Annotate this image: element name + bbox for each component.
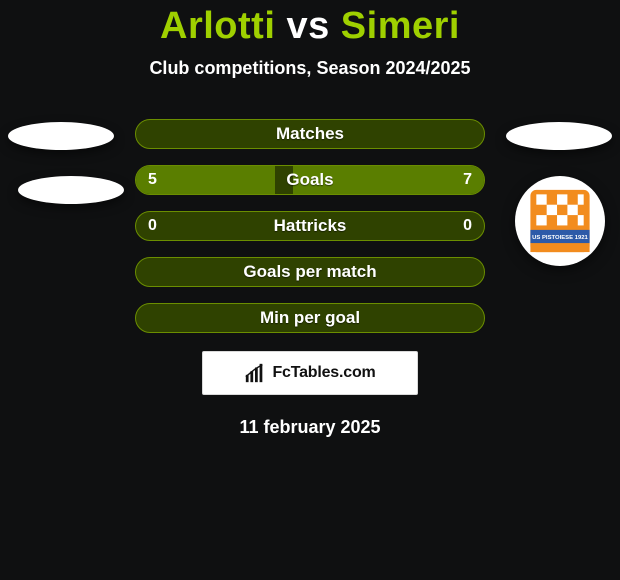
fctables-logo-icon xyxy=(244,362,266,384)
stat-row: 57Goals xyxy=(0,165,620,195)
stat-row: Matches xyxy=(0,119,620,149)
title-player1: Arlotti xyxy=(160,5,275,47)
stat-label: Min per goal xyxy=(136,304,484,332)
stat-label: Matches xyxy=(136,120,484,148)
stat-bar: Goals per match xyxy=(135,257,485,287)
title-vs: vs xyxy=(286,5,329,47)
stat-bar: 57Goals xyxy=(135,165,485,195)
branding-box: FcTables.com xyxy=(202,351,418,395)
stat-row: Goals per match xyxy=(0,257,620,287)
stat-bar: 00Hattricks xyxy=(135,211,485,241)
stat-bar: Min per goal xyxy=(135,303,485,333)
subtitle: Club competitions, Season 2024/2025 xyxy=(0,58,620,79)
date-text: 11 february 2025 xyxy=(0,417,620,438)
page-title: Arlotti vs Simeri xyxy=(0,5,620,48)
branding-text: FcTables.com xyxy=(272,364,375,382)
stat-label: Hattricks xyxy=(136,212,484,240)
stat-rows: Matches 57Goals 00Hattricks Goals per match… xyxy=(0,119,620,333)
comparison-card: Arlotti vs Simeri Club competitions, Sea… xyxy=(0,0,620,438)
stat-label: Goals per match xyxy=(136,258,484,286)
title-player2: Simeri xyxy=(341,5,460,47)
stat-bar: Matches xyxy=(135,119,485,149)
stat-row: 00Hattricks xyxy=(0,211,620,241)
stat-label: Goals xyxy=(136,166,484,194)
stat-row: Min per goal xyxy=(0,303,620,333)
